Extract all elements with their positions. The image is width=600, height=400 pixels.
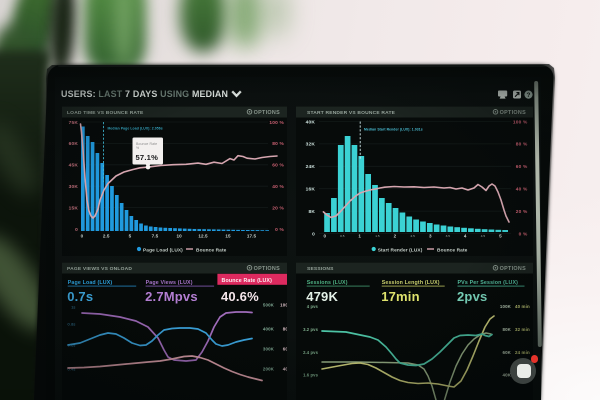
svg-text:17.5: 17.5 — [247, 234, 257, 239]
svg-text:0: 0 — [312, 231, 315, 237]
svg-text:15: 15 — [225, 234, 231, 239]
svg-text:40 min: 40 min — [515, 304, 530, 309]
svg-text:Session Length (LUX): Session Length (LUX) — [382, 280, 440, 286]
svg-text:500K: 500K — [263, 303, 275, 308]
svg-text:OPTIONS: OPTIONS — [254, 266, 280, 272]
svg-text:Median Start Render (LUX): 1.0: Median Start Render (LUX): 1.031s — [364, 128, 423, 132]
svg-text:Median Page Load (LUX): 2.056s: Median Page Load (LUX): 2.056s — [108, 127, 163, 131]
svg-text:2.7Mpvs: 2.7Mpvs — [145, 289, 198, 304]
svg-text:Page Views (LUX): Page Views (LUX) — [146, 280, 193, 286]
svg-text:LOAD TIME VS BOUNCE RATE: LOAD TIME VS BOUNCE RATE — [67, 110, 144, 116]
svg-text:80 %: 80 % — [272, 141, 284, 147]
svg-text:1s: 1s — [71, 305, 75, 310]
svg-text:100K: 100K — [500, 304, 512, 309]
svg-text:Bounce Rate (LUX): Bounce Rate (LUX) — [222, 278, 273, 284]
svg-text:0.8s: 0.8s — [68, 321, 76, 326]
svg-text:60 %: 60 % — [272, 163, 284, 169]
svg-text:4.5: 4.5 — [481, 234, 486, 238]
svg-text:0 %: 0 % — [519, 231, 528, 237]
svg-text:0: 0 — [75, 227, 78, 233]
svg-text:40K: 40K — [306, 119, 316, 125]
svg-text:Bounce Rate: Bounce Rate — [136, 142, 157, 146]
svg-text:75K: 75K — [69, 120, 79, 126]
svg-text:300K: 300K — [263, 347, 275, 352]
svg-text:100 %: 100 % — [269, 120, 284, 126]
svg-text:20 %: 20 % — [516, 209, 528, 215]
svg-text:3.5: 3.5 — [446, 234, 451, 238]
svg-text:Sessions (LUX): Sessions (LUX) — [307, 280, 348, 286]
svg-text:60K: 60K — [502, 350, 511, 355]
svg-text:100%: 100% — [280, 303, 287, 308]
svg-text:80 %: 80 % — [516, 142, 528, 148]
svg-text:32 min: 32 min — [515, 327, 530, 332]
svg-text:5: 5 — [499, 234, 502, 239]
svg-text:0 %: 0 % — [275, 227, 284, 233]
svg-text:40 %: 40 % — [516, 187, 528, 193]
svg-text:60%: 60% — [283, 347, 287, 352]
svg-text:5: 5 — [129, 234, 132, 239]
svg-text:7.5: 7.5 — [152, 234, 159, 239]
svg-text:60 %: 60 % — [516, 164, 528, 170]
svg-text:Bounce Rate: Bounce Rate — [437, 247, 468, 253]
svg-text:24 min: 24 min — [515, 350, 530, 355]
svg-text:30K: 30K — [69, 184, 79, 190]
svg-text:0.5: 0.5 — [340, 234, 345, 238]
svg-text:4 pvs: 4 pvs — [307, 304, 319, 309]
svg-text:10: 10 — [177, 234, 183, 239]
svg-text:15K: 15K — [69, 205, 79, 211]
svg-text:16K: 16K — [306, 187, 316, 193]
svg-text:%: % — [136, 146, 139, 150]
svg-text:0: 0 — [81, 234, 84, 239]
svg-text:80%: 80% — [283, 327, 287, 332]
svg-text:2.4 pvs: 2.4 pvs — [303, 350, 318, 355]
svg-text:0: 0 — [323, 234, 326, 239]
svg-text:SESSIONS: SESSIONS — [307, 266, 334, 272]
svg-text:1.5: 1.5 — [375, 234, 380, 238]
svg-text:OPTIONS: OPTIONS — [254, 110, 280, 116]
svg-text:32K: 32K — [306, 142, 316, 148]
svg-text:100 %: 100 % — [513, 119, 528, 125]
svg-text:3.2 pvs: 3.2 pvs — [303, 327, 318, 332]
svg-text:80K: 80K — [502, 327, 511, 332]
svg-text:200K: 200K — [263, 367, 275, 372]
svg-text:Page Load (LUX): Page Load (LUX) — [143, 247, 183, 253]
svg-text:Page Load (LUX): Page Load (LUX) — [68, 280, 113, 286]
svg-text:17min: 17min — [381, 289, 420, 304]
svg-text:479K: 479K — [306, 289, 338, 304]
svg-text:OPTIONS: OPTIONS — [500, 110, 526, 116]
svg-text:2: 2 — [394, 234, 397, 239]
svg-text:24K: 24K — [306, 164, 316, 170]
svg-text:2pvs: 2pvs — [457, 289, 487, 304]
svg-text:40.6%: 40.6% — [221, 289, 259, 304]
svg-text:1: 1 — [358, 234, 361, 239]
svg-text:45K: 45K — [69, 163, 79, 169]
svg-text:2.5: 2.5 — [411, 234, 416, 238]
svg-text:2.5: 2.5 — [103, 234, 110, 239]
svg-text:3: 3 — [429, 234, 432, 239]
svg-text:Bounce Rate: Bounce Rate — [196, 247, 227, 253]
svg-text:40 %: 40 % — [272, 184, 284, 190]
svg-text:400K: 400K — [263, 327, 275, 332]
svg-text:60K: 60K — [69, 141, 79, 147]
svg-text:OPTIONS: OPTIONS — [500, 266, 526, 272]
svg-text:PVs Per Session (LUX): PVs Per Session (LUX) — [458, 280, 519, 286]
svg-text:40%: 40% — [283, 367, 287, 372]
svg-text:4: 4 — [464, 234, 467, 239]
svg-text:1.6 pvs: 1.6 pvs — [303, 373, 318, 378]
svg-text:12.5: 12.5 — [198, 234, 208, 239]
svg-text:PAGE VIEWS VS ONLOAD: PAGE VIEWS VS ONLOAD — [67, 266, 132, 272]
svg-text:START RENDER VS BOUNCE RATE: START RENDER VS BOUNCE RATE — [307, 110, 396, 116]
svg-text:0.7s: 0.7s — [67, 289, 93, 304]
svg-text:8K: 8K — [308, 209, 315, 215]
svg-text:Start Render (LUX): Start Render (LUX) — [378, 247, 423, 253]
svg-text:?: ? — [527, 92, 531, 99]
svg-text:20 %: 20 % — [272, 205, 284, 211]
svg-text:57.1%: 57.1% — [136, 153, 159, 162]
